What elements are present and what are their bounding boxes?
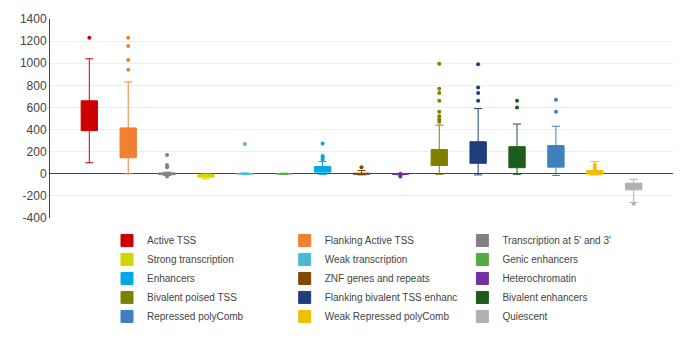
svg-text:Quiescent: Quiescent: [502, 311, 547, 322]
svg-text:Repressed polyComb: Repressed polyComb: [147, 311, 244, 322]
svg-text:0: 0: [40, 167, 47, 181]
svg-text:Flanking bivalent TSS enhanc: Flanking bivalent TSS enhanc: [325, 292, 458, 303]
svg-text:Bivalent enhancers: Bivalent enhancers: [502, 292, 587, 303]
svg-text:800: 800: [27, 79, 47, 93]
svg-text:Genic enhancers: Genic enhancers: [502, 254, 578, 265]
svg-text:Transcription at 5' and 3': Transcription at 5' and 3': [502, 235, 611, 246]
svg-text:400: 400: [27, 123, 47, 137]
svg-text:Weak Repressed polyComb: Weak Repressed polyComb: [325, 311, 450, 322]
svg-text:Flanking Active TSS: Flanking Active TSS: [325, 235, 415, 246]
svg-text:1000: 1000: [20, 56, 47, 70]
svg-text:600: 600: [27, 101, 47, 115]
svg-text:Active TSS: Active TSS: [147, 235, 197, 246]
svg-text:Weak transcription: Weak transcription: [325, 254, 408, 265]
svg-text:Enhancers: Enhancers: [147, 273, 195, 284]
svg-text:Heterochromatin: Heterochromatin: [502, 273, 576, 284]
svg-text:-200: -200: [23, 189, 47, 203]
svg-text:Bivalent poised TSS: Bivalent poised TSS: [147, 292, 237, 303]
svg-text:ZNF genes and repeats: ZNF genes and repeats: [325, 273, 430, 284]
svg-text:200: 200: [27, 145, 47, 159]
svg-text:Strong transcription: Strong transcription: [147, 254, 234, 265]
svg-text:1200: 1200: [20, 34, 47, 48]
svg-text:-400: -400: [23, 211, 47, 225]
svg-text:1400: 1400: [20, 12, 47, 26]
